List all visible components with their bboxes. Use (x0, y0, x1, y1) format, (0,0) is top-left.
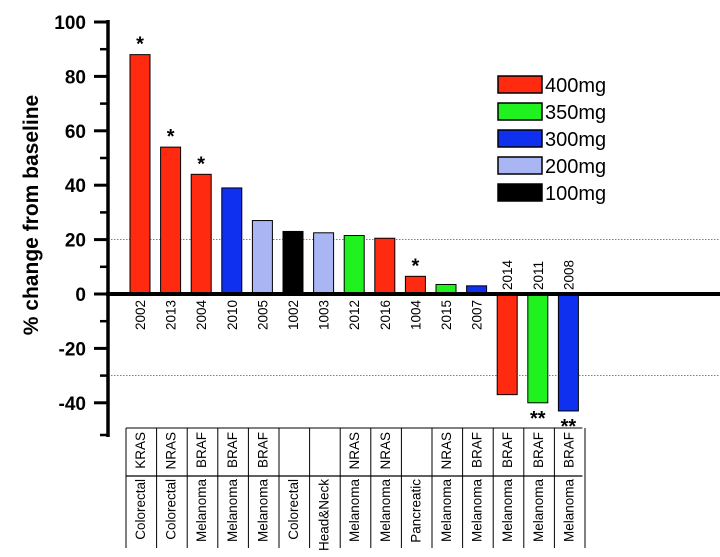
y-tick-label: -40 (59, 394, 86, 415)
legend-label: 200mg (545, 156, 606, 178)
bar-2004 (190, 173, 212, 295)
mutation-label: BRAF (470, 432, 485, 468)
y-axis-label: % change from baseline (20, 95, 43, 335)
tumor-type-label: Colorectal (133, 479, 148, 540)
tumor-type-label: Pancreatic (408, 479, 423, 543)
tumor-type-label: Melanoma (347, 479, 362, 543)
mutation-label: BRAF (531, 432, 546, 468)
legend-label: 100mg (545, 183, 606, 205)
significance-marker: * (136, 34, 144, 56)
bar-id-label: 2010 (225, 300, 240, 330)
mutation-label: BRAF (500, 432, 515, 468)
bar-id-label: 1002 (286, 300, 301, 330)
bar-id-label: 2008 (561, 260, 576, 290)
tumor-type-label: Melanoma (439, 479, 454, 543)
significance-marker: ** (561, 416, 577, 438)
bar-id-label: 2011 (531, 261, 546, 290)
y-tick-label: 60 (65, 122, 86, 143)
significance-marker: * (167, 126, 175, 148)
bar-2013 (160, 146, 182, 295)
bar-2012 (343, 235, 365, 295)
bar-id-label: 2015 (439, 300, 454, 330)
bar-2002 (129, 54, 151, 295)
bar-id-label: 1003 (317, 300, 332, 330)
significance-marker: * (197, 153, 205, 175)
bar-id-label: 2004 (194, 300, 209, 331)
bar-id-label: 2005 (255, 300, 270, 330)
bar-1002 (282, 230, 304, 295)
bar-id-label: 2013 (164, 300, 179, 330)
y-tick-label: 100 (54, 13, 86, 34)
tumor-type-label: Melanoma (500, 479, 515, 543)
bar-id-label: 1004 (408, 300, 423, 331)
y-tick-label: 0 (75, 285, 86, 306)
bar-2010 (221, 187, 243, 295)
bar-1004 (404, 275, 426, 295)
mutation-label: BRAF (225, 432, 240, 468)
significance-marker: ** (530, 408, 546, 430)
tumor-type-label: Melanoma (378, 479, 393, 543)
tumor-type-label: Melanoma (470, 479, 485, 543)
legend-swatch-400mg (497, 75, 543, 94)
mutation-label: NRAS (378, 432, 393, 470)
mutation-label: BRAF (194, 432, 209, 468)
legend-swatch-200mg (497, 156, 543, 175)
legend-swatch-300mg (497, 129, 543, 148)
legend-swatch-350mg (497, 102, 543, 121)
bar-2016 (374, 237, 396, 295)
mutation-label: BRAF (255, 432, 270, 468)
bar-1003 (313, 232, 335, 295)
legend-swatch-100mg (497, 183, 543, 202)
tumor-type-label: Melanoma (225, 479, 240, 543)
legend-label: 350mg (545, 102, 606, 124)
bar-id-label: 2012 (347, 300, 362, 330)
mutation-label: NRAS (439, 432, 454, 470)
tumor-type-label: Colorectal (164, 479, 179, 540)
bar-id-label: 2014 (500, 259, 515, 290)
tumor-type-label: Colorectal (286, 479, 301, 540)
bar-id-label: 2002 (133, 300, 148, 330)
legend-label: 400mg (545, 75, 606, 97)
mutation-label: NRAS (164, 432, 179, 470)
y-tick-label: 80 (65, 67, 86, 88)
tumor-type-label: Melanoma (561, 479, 576, 543)
mutation-label: BRAF (561, 432, 576, 468)
mutation-label: KRAS (133, 432, 148, 469)
bar-2014 (496, 293, 518, 396)
legend-label: 300mg (545, 129, 606, 151)
bar-2011 (527, 293, 549, 404)
y-tick-label: 40 (65, 176, 86, 197)
significance-marker: * (412, 255, 420, 277)
mutation-label: NRAS (347, 432, 362, 470)
tumor-type-label: Head&Neck (317, 479, 332, 551)
bar-2005 (251, 220, 273, 295)
tumor-type-label: Melanoma (194, 479, 209, 543)
tumor-type-label: Melanoma (255, 479, 270, 543)
tumor-type-label: Melanoma (531, 479, 546, 543)
y-tick-label: 20 (65, 231, 86, 252)
bar-2008 (557, 293, 579, 412)
bar-id-label: 2016 (378, 300, 393, 330)
y-tick-label: -20 (59, 339, 86, 360)
bar-id-label: 2007 (470, 300, 485, 330)
